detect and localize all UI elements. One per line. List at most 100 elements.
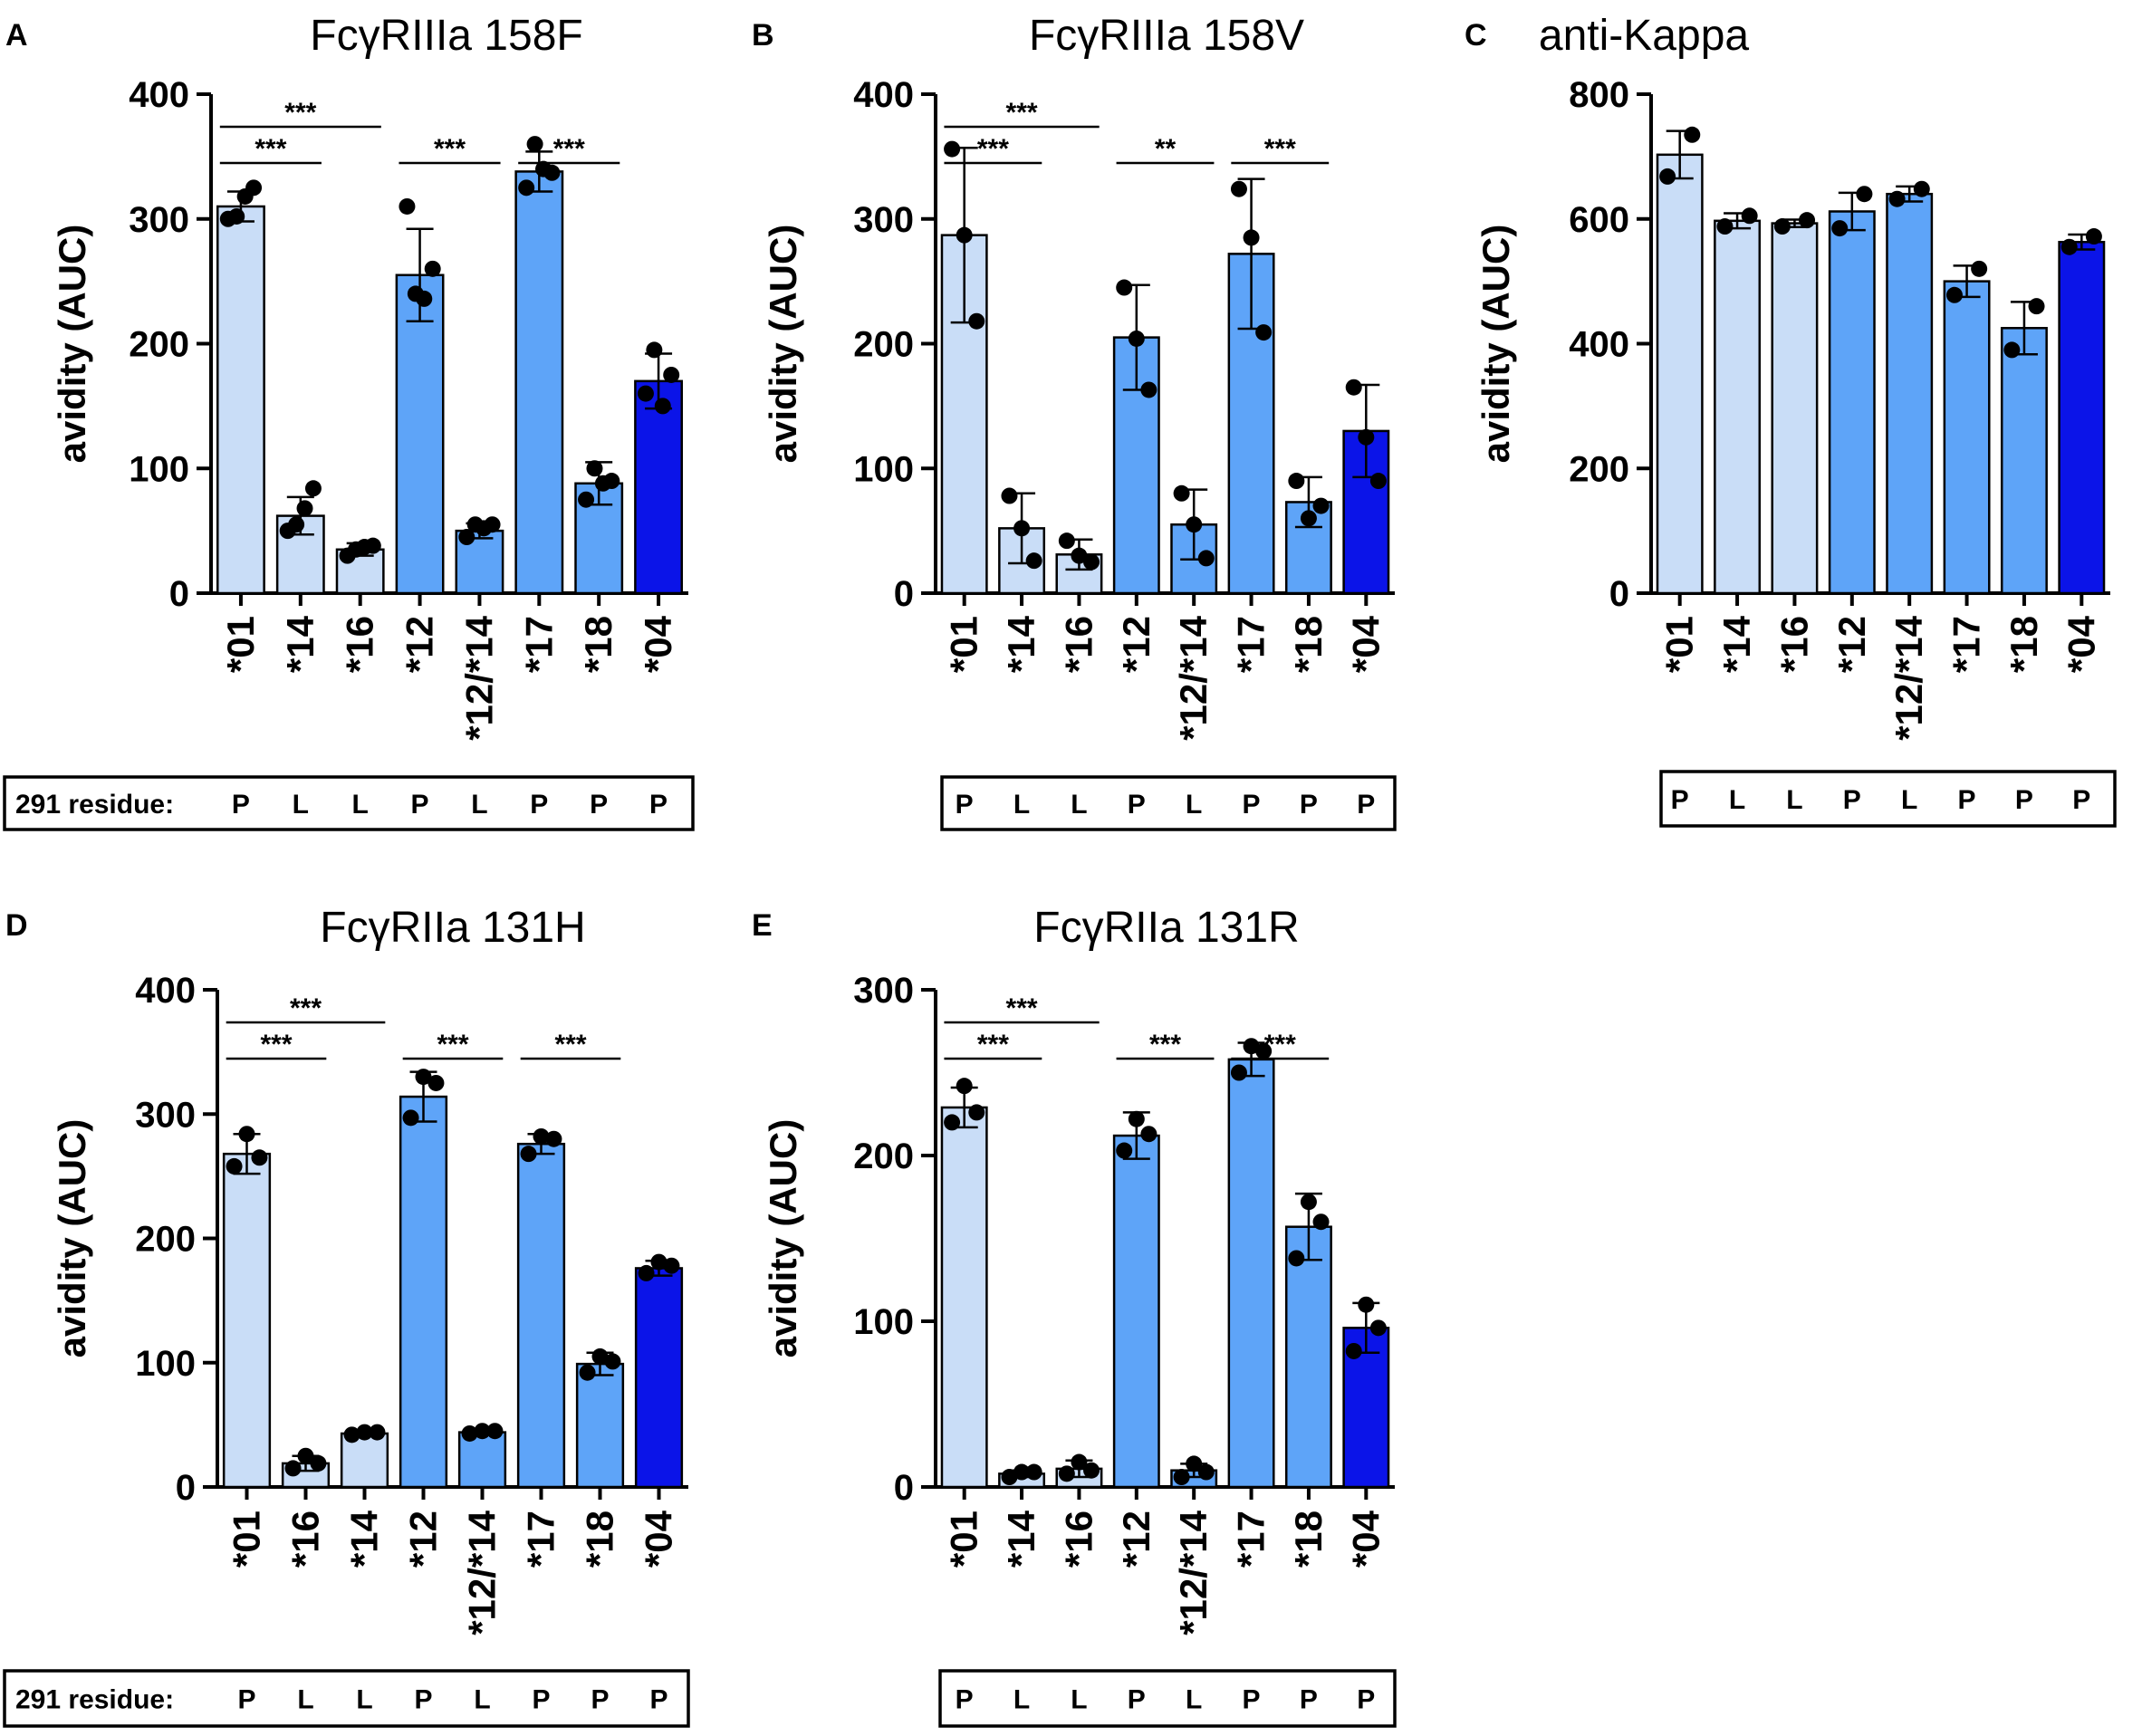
panel-letter: D	[5, 908, 28, 943]
bar-*18	[2000, 327, 2048, 595]
data-point	[1001, 1469, 1018, 1486]
y-tick-label: 400	[135, 971, 196, 1011]
residue-box	[3, 1669, 690, 1728]
y-tick-label: 100	[129, 449, 189, 489]
x-tick-label: *18	[2003, 616, 2045, 673]
data-point	[654, 398, 671, 415]
y-axis-label: avidity (AUC)	[51, 1119, 93, 1358]
residue-value: P	[411, 790, 429, 820]
bar-*12	[399, 1095, 448, 1489]
bar-*17	[1943, 280, 1991, 595]
x-tick-label: *14	[1000, 615, 1042, 673]
data-point	[533, 1127, 550, 1145]
data-point	[1025, 552, 1042, 570]
x-tick-label: *14	[279, 615, 322, 673]
residue-label: 291 residue:	[15, 1685, 174, 1715]
x-tick-label: *18	[1287, 616, 1330, 673]
residue-value: L	[293, 790, 309, 820]
data-point	[284, 1460, 302, 1477]
x-tick-label: *04	[2060, 615, 2102, 673]
data-point	[1288, 473, 1305, 490]
data-point	[1071, 1453, 1088, 1471]
residue-value: P	[956, 1685, 974, 1715]
data-point	[1197, 1463, 1215, 1481]
data-point	[297, 1447, 314, 1464]
data-point	[1659, 168, 1676, 185]
significance-label: ***	[437, 1030, 468, 1060]
data-point	[461, 1424, 478, 1442]
data-point	[956, 1078, 973, 1095]
x-tick-label: *12	[402, 1511, 445, 1568]
residue-value: L	[471, 790, 487, 820]
panel-letter: C	[1465, 18, 1487, 53]
x-tick-label: *12	[1830, 616, 1873, 673]
y-tick-label: 0	[176, 1468, 196, 1508]
data-point	[1913, 180, 1930, 197]
significance-label: ***	[977, 134, 1009, 164]
x-tick-label: *14	[343, 1510, 386, 1568]
panel-letter: B	[752, 18, 774, 53]
data-point	[458, 529, 475, 546]
residue-value: L	[1901, 785, 1917, 815]
significance-label: ***	[434, 134, 466, 164]
bar-*17	[516, 1142, 566, 1489]
data-point	[1001, 487, 1018, 504]
y-tick-label: 200	[129, 325, 189, 365]
data-point	[1856, 186, 1873, 203]
data-point	[1116, 1142, 1133, 1159]
x-tick-label: *18	[577, 616, 620, 673]
data-point	[226, 1157, 243, 1175]
bar-*16	[1771, 222, 1819, 595]
data-point	[486, 1423, 504, 1440]
y-tick-label: 0	[894, 1468, 914, 1508]
significance-label: ***	[1264, 134, 1296, 164]
significance-label: ***	[1149, 1030, 1181, 1060]
residue-value: P	[530, 790, 548, 820]
x-tick-label: *12/*14	[1172, 615, 1215, 740]
data-point	[238, 1126, 255, 1143]
bar-*01	[216, 205, 265, 595]
data-point	[304, 480, 322, 497]
x-tick-label: *04	[1344, 1510, 1387, 1568]
data-point	[1971, 260, 1988, 277]
x-tick-label: *16	[1057, 616, 1100, 673]
data-point	[638, 1264, 655, 1281]
x-tick-label: *16	[284, 1511, 327, 1568]
y-tick-label: 200	[1569, 449, 1629, 489]
y-tick-label: 800	[1569, 75, 1629, 115]
bar-*01	[1656, 153, 1704, 595]
data-point	[1255, 324, 1273, 341]
significance-label: **	[1155, 134, 1177, 164]
data-point	[637, 385, 654, 402]
residue-value: P	[1671, 785, 1689, 815]
residue-value: P	[956, 790, 974, 820]
x-tick-label: *18	[579, 1511, 621, 1568]
data-point	[415, 1069, 432, 1086]
y-tick-label: 0	[894, 574, 914, 614]
y-axis-label: avidity (AUC)	[1474, 225, 1517, 464]
data-point	[1312, 1213, 1330, 1231]
residue-value: L	[352, 790, 369, 820]
bar-*12/*14	[1886, 192, 1934, 595]
bar-*01	[940, 1106, 988, 1489]
data-point	[956, 226, 973, 244]
data-point	[1741, 207, 1758, 225]
data-point	[1345, 379, 1362, 396]
data-point	[1128, 1110, 1145, 1127]
data-point	[1369, 473, 1387, 490]
residue-value: P	[591, 1685, 609, 1715]
data-point	[416, 290, 433, 307]
y-tick-label: 400	[1569, 325, 1629, 365]
y-tick-label: 300	[135, 1095, 196, 1135]
data-point	[1230, 1064, 1247, 1081]
data-point	[245, 179, 263, 197]
bar-*01	[222, 1152, 272, 1489]
y-tick-label: 0	[169, 574, 189, 614]
data-point	[520, 1146, 537, 1163]
x-tick-label: *18	[1287, 1511, 1330, 1568]
data-point	[1173, 1469, 1190, 1486]
x-tick-label: *12/*14	[457, 615, 500, 740]
x-tick-label: *04	[638, 1510, 680, 1568]
